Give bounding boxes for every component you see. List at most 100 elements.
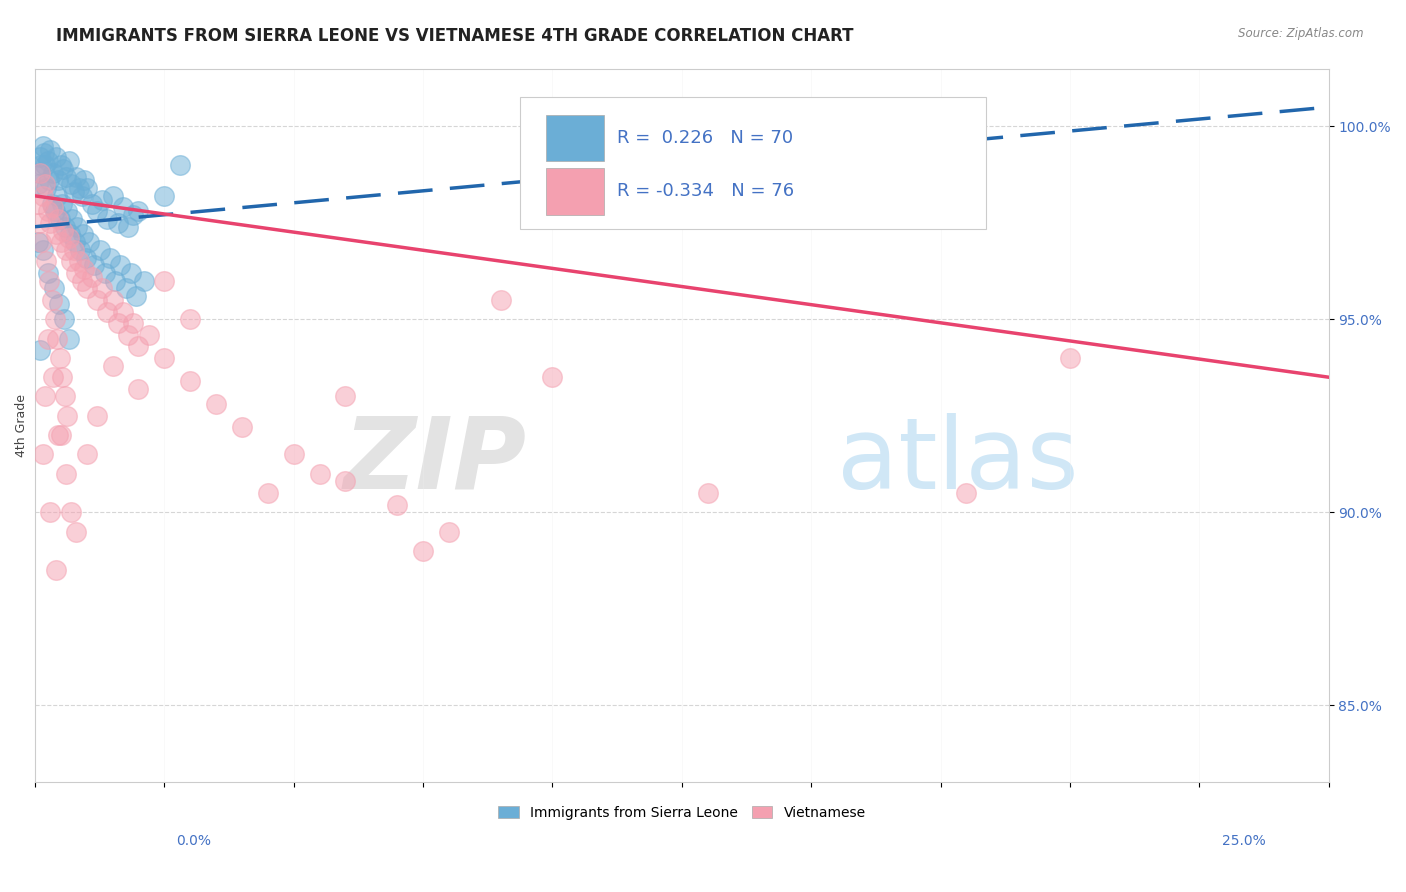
Point xyxy=(53,219,76,234)
Point xyxy=(283,447,305,461)
Point xyxy=(104,274,127,288)
Point xyxy=(256,486,278,500)
Point xyxy=(94,266,117,280)
Point xyxy=(132,274,155,288)
Point xyxy=(69,243,91,257)
Point xyxy=(30,166,52,180)
Point xyxy=(45,332,67,346)
Point xyxy=(65,169,87,184)
Point xyxy=(385,498,408,512)
Point xyxy=(127,382,149,396)
Point xyxy=(60,254,83,268)
Point xyxy=(80,269,103,284)
Point xyxy=(76,181,98,195)
Point xyxy=(38,173,60,187)
Point xyxy=(55,169,77,184)
Point xyxy=(51,370,73,384)
Point xyxy=(335,389,357,403)
Point xyxy=(101,293,124,307)
Point xyxy=(101,189,124,203)
Point xyxy=(44,204,66,219)
Bar xyxy=(546,115,605,161)
Point xyxy=(153,351,176,365)
Point xyxy=(56,409,79,423)
Point xyxy=(127,339,149,353)
Point xyxy=(42,370,65,384)
Point xyxy=(169,158,191,172)
Point xyxy=(39,505,62,519)
Point xyxy=(28,166,51,180)
Text: Source: ZipAtlas.com: Source: ZipAtlas.com xyxy=(1239,27,1364,40)
Point xyxy=(52,312,75,326)
Text: ZIP: ZIP xyxy=(343,413,527,509)
Point xyxy=(37,154,59,169)
Point xyxy=(58,231,80,245)
Point xyxy=(55,467,77,481)
Point xyxy=(27,196,49,211)
Legend: Immigrants from Sierra Leone, Vietnamese: Immigrants from Sierra Leone, Vietnamese xyxy=(492,800,872,825)
Point xyxy=(120,266,142,280)
Point xyxy=(117,327,139,342)
Point xyxy=(62,243,84,257)
Point xyxy=(111,201,134,215)
Point xyxy=(62,185,84,199)
Point xyxy=(41,196,63,211)
Point xyxy=(65,266,87,280)
Point xyxy=(38,274,60,288)
Point xyxy=(60,212,83,227)
Point xyxy=(75,251,97,265)
Point xyxy=(35,254,58,268)
Point xyxy=(67,254,90,268)
Point xyxy=(98,251,121,265)
Point xyxy=(46,428,69,442)
Point xyxy=(138,327,160,342)
Point xyxy=(179,374,201,388)
Point xyxy=(91,193,114,207)
Point xyxy=(114,281,136,295)
Point xyxy=(30,343,52,358)
Point xyxy=(76,281,98,295)
Point xyxy=(42,201,65,215)
Point xyxy=(107,216,129,230)
Point xyxy=(86,409,108,423)
Point xyxy=(1059,351,1081,365)
Point xyxy=(86,204,108,219)
Point xyxy=(83,258,105,272)
Point xyxy=(32,243,55,257)
Point xyxy=(39,143,62,157)
Point xyxy=(179,312,201,326)
Point xyxy=(67,181,90,195)
Text: atlas: atlas xyxy=(837,413,1078,509)
Point xyxy=(37,266,59,280)
Point xyxy=(31,447,53,461)
Point xyxy=(153,274,176,288)
Text: 25.0%: 25.0% xyxy=(1222,834,1265,848)
Point xyxy=(70,274,93,288)
Point xyxy=(52,161,75,176)
Point xyxy=(45,563,67,577)
Point xyxy=(205,397,228,411)
Point xyxy=(231,420,253,434)
Point xyxy=(45,150,67,164)
Point xyxy=(335,475,357,489)
Point xyxy=(32,146,55,161)
Point xyxy=(96,304,118,318)
Point xyxy=(35,181,58,195)
Point xyxy=(66,219,89,234)
Point xyxy=(27,235,49,249)
Point xyxy=(107,316,129,330)
Point xyxy=(52,223,75,237)
Point xyxy=(44,312,66,326)
Point xyxy=(58,154,80,169)
Point xyxy=(30,150,52,164)
Point xyxy=(65,235,87,249)
Point xyxy=(49,235,72,249)
Point xyxy=(58,332,80,346)
Point xyxy=(34,178,56,192)
Point xyxy=(30,235,52,249)
Point xyxy=(31,189,53,203)
Point xyxy=(77,235,100,249)
Point xyxy=(49,158,72,172)
Point xyxy=(412,544,434,558)
Point xyxy=(55,243,77,257)
